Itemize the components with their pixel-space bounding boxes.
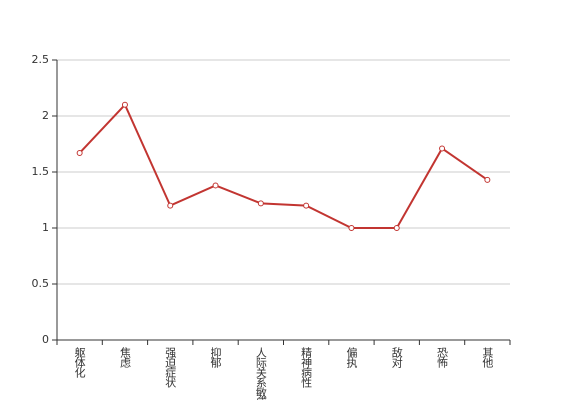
y-tick-label: 0.5: [32, 277, 50, 290]
y-tick-label: 0: [42, 333, 49, 346]
x-tick-label: 精神病性: [300, 347, 313, 389]
x-tick-label: 敌对: [390, 346, 403, 368]
point: [76, 149, 83, 156]
x-tick-label: 抑郁: [209, 346, 222, 368]
point: [348, 225, 355, 231]
x-tick-label: 躯体化: [73, 347, 86, 379]
y-tick-label: 1.5: [32, 165, 50, 178]
y-tick-label: 2: [42, 109, 49, 122]
x-tick-label: 人际关系敏感: [254, 347, 267, 400]
point: [121, 101, 128, 108]
line: [78, 103, 488, 229]
point: [484, 176, 491, 183]
point: [303, 202, 310, 209]
x-tick-label: 其他: [481, 347, 494, 368]
y-tick-label: 1: [42, 221, 49, 234]
x-tick-label: 焦虑: [118, 347, 131, 368]
y-tick-label: 2.5: [32, 53, 50, 66]
point: [393, 225, 400, 231]
x-tick-label: 偏执: [345, 346, 358, 369]
x-tick-label: 恐怖: [436, 347, 449, 368]
point: [257, 200, 264, 207]
point: [212, 182, 219, 189]
x-tick-label: 强迫症状: [164, 347, 177, 388]
point: [167, 202, 174, 209]
point: [439, 145, 446, 152]
